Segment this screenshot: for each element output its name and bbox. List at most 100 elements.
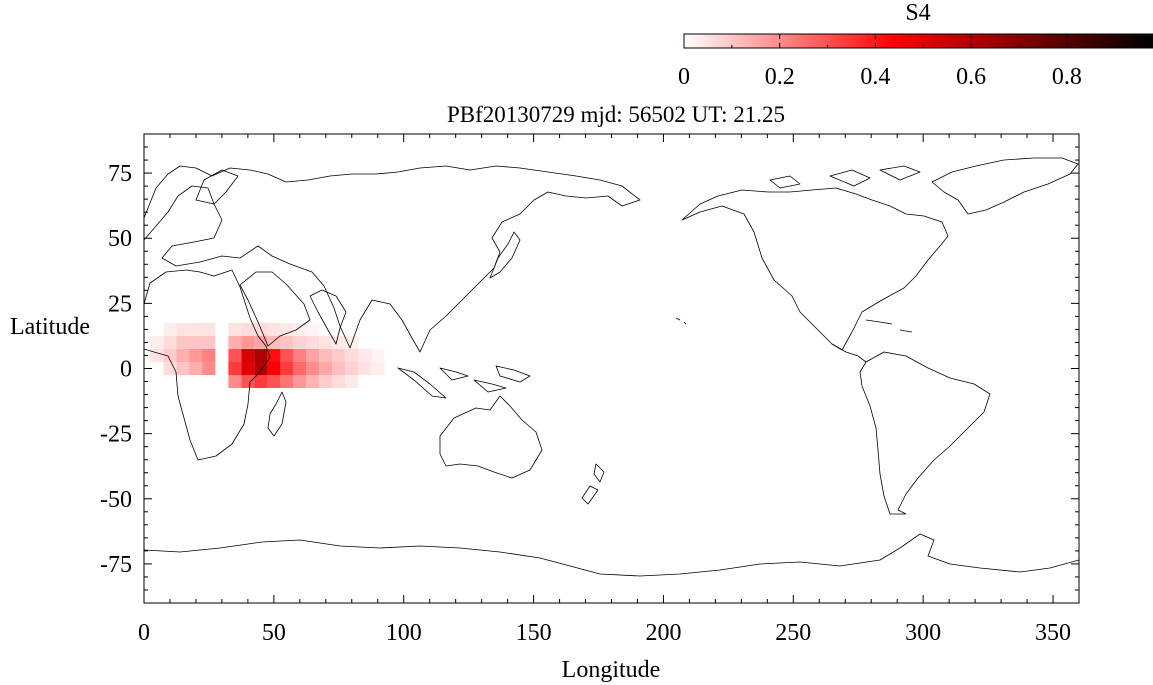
coast-madagascar — [267, 391, 287, 437]
x-tick-label: 100 — [386, 620, 422, 646]
coast-greenland — [931, 157, 1079, 215]
coast-caribbean — [865, 319, 913, 333]
heatmap-cell — [228, 362, 242, 375]
heatmap-cell — [332, 349, 346, 362]
heatmap-cell — [189, 362, 203, 375]
heatmap-cell — [306, 375, 320, 388]
coast-south-america — [859, 351, 991, 515]
heatmap-cell — [267, 375, 281, 388]
heatmap-cell — [202, 322, 216, 336]
coastlines — [144, 157, 1079, 577]
colorbar-tick-label: 0.2 — [765, 64, 795, 90]
y-tick-label: 50 — [108, 226, 132, 252]
coast-central-america — [831, 343, 867, 363]
heatmap-cell — [150, 335, 164, 349]
heatmap-cell — [176, 362, 190, 375]
x-tick-label: 150 — [516, 620, 552, 646]
x-tick-label: 200 — [645, 620, 681, 646]
heatmap-cell — [293, 362, 307, 375]
x-tick-label: 250 — [775, 620, 811, 646]
heatmap-cell — [163, 335, 177, 349]
y-tick-label: -50 — [100, 487, 132, 513]
coast-australia — [439, 395, 543, 479]
heatmap-cell — [319, 375, 333, 388]
heatmap-cell — [254, 375, 268, 388]
heatmap-cell — [280, 349, 294, 362]
heatmap-cell — [332, 375, 346, 388]
plot-title: PBf20130729 mjd: 56502 UT: 21.25 — [447, 102, 785, 127]
coast-antarctica — [144, 533, 1079, 577]
heatmap-cell — [241, 322, 255, 336]
heatmap-cell — [319, 335, 333, 349]
heatmap-cell — [176, 322, 190, 336]
x-tick-label: 300 — [905, 620, 941, 646]
heatmap-cell — [267, 322, 281, 336]
heatmap-cell — [319, 349, 333, 362]
heatmap-cell — [306, 335, 320, 349]
heatmap-cell — [345, 375, 359, 388]
heatmap-cell — [319, 362, 333, 375]
heatmap-cell — [306, 322, 320, 336]
colorbar-tick-label: 0 — [678, 64, 690, 90]
coast-scandinavia — [195, 169, 239, 205]
x-axis-ticks: 0 50 100 150 200 250 300 350 — [138, 134, 1071, 646]
heatmap-cell — [228, 375, 242, 388]
heatmap-cell — [371, 362, 385, 375]
heatmap-cell — [293, 335, 307, 349]
heatmap-cell — [163, 362, 177, 375]
coast-hawaii — [675, 317, 687, 325]
heatmap-cell — [345, 362, 359, 375]
x-tick-label: 50 — [262, 620, 286, 646]
heatmap-cell — [358, 362, 372, 375]
coast-india — [309, 289, 347, 345]
heatmap-cell — [228, 349, 242, 362]
heatmap-cell — [254, 349, 268, 362]
heatmap-cell — [176, 335, 190, 349]
heatmap-cell — [293, 349, 307, 362]
coast-africa — [144, 269, 271, 461]
x-tick-label: 350 — [1035, 620, 1071, 646]
colorbar-tick-label: 0.6 — [956, 64, 986, 90]
heatmap-cell — [345, 349, 359, 362]
heatmap-cell — [280, 322, 294, 336]
y-tick-label: 0 — [120, 357, 132, 383]
heatmap-cell — [241, 349, 255, 362]
coast-eurasia — [144, 165, 641, 353]
heatmap-cell — [241, 375, 255, 388]
heatmap-cell — [202, 362, 216, 375]
heatmap-cell — [306, 349, 320, 362]
colorbar-label: S4 — [905, 0, 930, 26]
y-tick-label: -25 — [100, 422, 132, 448]
heatmap-cell — [267, 349, 281, 362]
heatmap-cell — [332, 362, 346, 375]
heatmap-cell — [189, 335, 203, 349]
coast-arctic-islands — [769, 165, 921, 189]
heatmap-cell — [267, 362, 281, 375]
x-axis-title: Longitude — [562, 657, 661, 683]
heatmap-cells — [150, 322, 385, 388]
y-axis-title: Latitude — [10, 314, 90, 340]
coast-north-america — [681, 187, 949, 351]
heatmap-cell — [332, 335, 346, 349]
y-tick-label: 25 — [108, 291, 132, 317]
heatmap-cell — [280, 375, 294, 388]
heatmap-cell — [254, 335, 268, 349]
colorbar-tick-label: 0.4 — [860, 64, 890, 90]
heatmap-cell — [358, 349, 372, 362]
heatmap-cell — [306, 362, 320, 375]
heatmap-cell — [267, 335, 281, 349]
heatmap-cell — [280, 362, 294, 375]
heatmap-cell — [228, 322, 242, 336]
coast-new-zealand — [581, 463, 605, 505]
heatmap-cell — [202, 349, 216, 362]
heatmap-cell — [280, 335, 294, 349]
heatmap-cell — [150, 349, 164, 362]
x-tick-label: 0 — [138, 620, 150, 646]
heatmap-cell — [241, 362, 255, 375]
heatmap-cell — [293, 322, 307, 336]
heatmap-cell — [371, 349, 385, 362]
heatmap-cell — [189, 322, 203, 336]
heatmap-cell — [241, 335, 255, 349]
heatmap-cell — [163, 349, 177, 362]
